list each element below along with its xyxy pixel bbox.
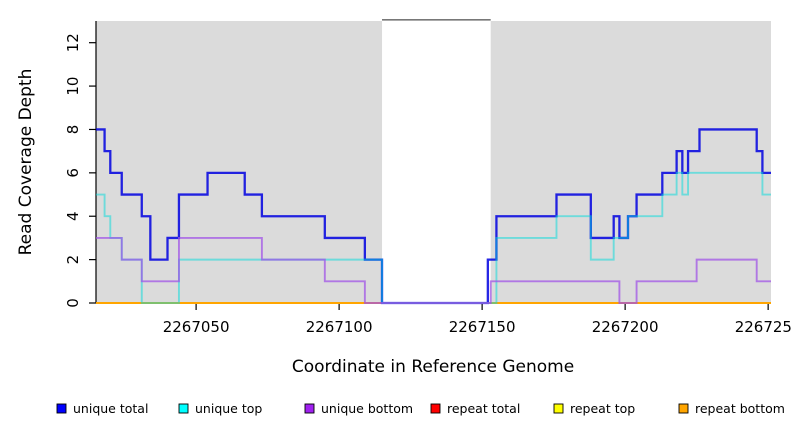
x-tick-label: 2267100: [306, 318, 373, 336]
legend-label: repeat bottom: [695, 401, 785, 416]
legend-label: unique top: [195, 401, 262, 416]
legend-swatch: [553, 403, 564, 414]
x-tick-label: 2267150: [449, 318, 516, 336]
y-tick-label: 8: [64, 125, 82, 135]
legend-item-unique-bottom: unique bottom: [304, 401, 413, 416]
legend-item-repeat-top: repeat top: [553, 401, 635, 416]
legend-swatch: [178, 403, 189, 414]
legend-item-unique-total: unique total: [56, 401, 148, 416]
legend-item-repeat-total: repeat total: [430, 401, 520, 416]
legend-label: unique total: [73, 401, 148, 416]
y-tick-label: 2: [64, 255, 82, 265]
gap-region: [382, 21, 491, 303]
series-line-unique-bottom: [96, 236, 771, 304]
x-tick-label: 2267200: [592, 318, 659, 336]
y-tick-label: 10: [64, 77, 82, 96]
y-tick-label: 12: [64, 33, 82, 52]
y-tick-label: 6: [64, 168, 82, 178]
legend-swatch: [304, 403, 315, 414]
legend-swatch: [430, 403, 441, 414]
y-tick-label: 0: [64, 298, 82, 308]
series-line-unique-total: [96, 128, 771, 305]
legend-label: repeat top: [570, 401, 635, 416]
legend-label: unique bottom: [321, 401, 413, 416]
y-axis-title: Read Coverage Depth: [16, 69, 36, 256]
legend: unique total unique top unique bottom repea…: [56, 401, 785, 416]
legend-label: repeat total: [447, 401, 520, 416]
x-tick-label: 2267050: [163, 318, 230, 336]
legend-swatch: [678, 403, 689, 414]
y-tick-label: 4: [64, 211, 82, 221]
legend-swatch: [56, 403, 67, 414]
legend-item-repeat-bottom: repeat bottom: [678, 401, 785, 416]
legend-item-unique-top: unique top: [178, 401, 262, 416]
x-axis-title: Coordinate in Reference Genome: [292, 357, 574, 377]
